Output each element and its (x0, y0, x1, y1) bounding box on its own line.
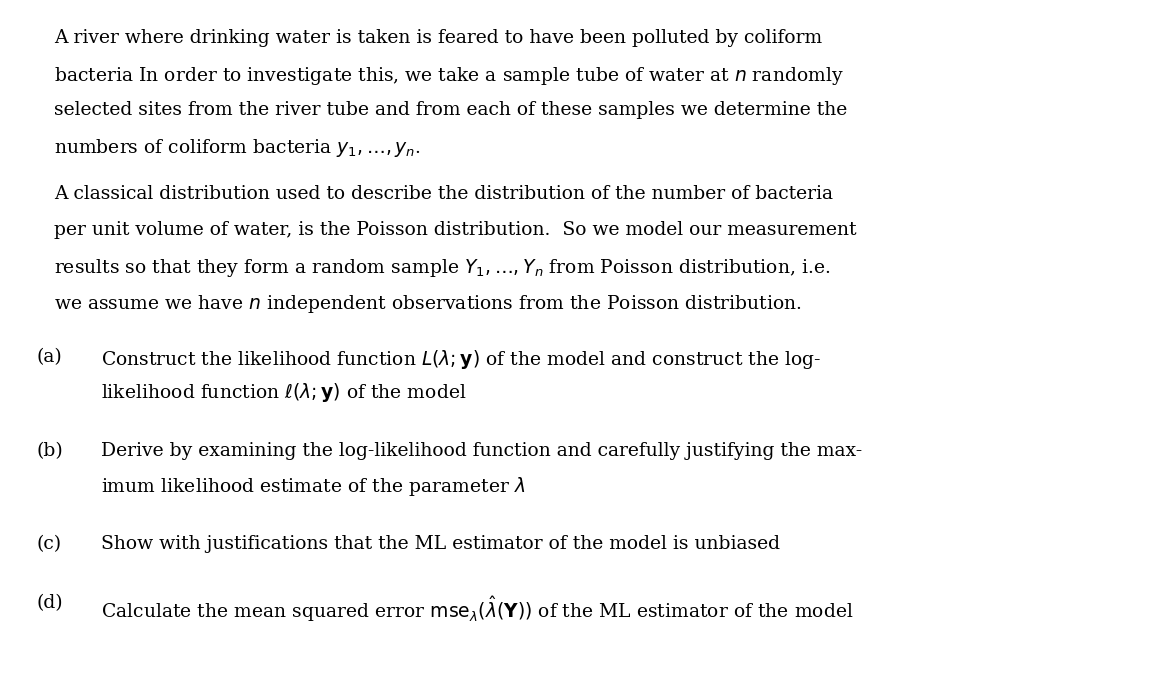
Text: bacteria In order to investigate this, we take a sample tube of water at $n$ ran: bacteria In order to investigate this, w… (54, 65, 844, 87)
Text: Show with justifications that the ML estimator of the model is unbiased: Show with justifications that the ML est… (101, 535, 780, 553)
Text: imum likelihood estimate of the parameter $\lambda$: imum likelihood estimate of the paramete… (101, 475, 526, 498)
Text: Derive by examining the log-likelihood function and carefully justifying the max: Derive by examining the log-likelihood f… (101, 441, 862, 459)
Text: per unit volume of water, is the Poisson distribution.  So we model our measurem: per unit volume of water, is the Poisson… (54, 221, 856, 239)
Text: we assume we have $n$ independent observations from the Poisson distribution.: we assume we have $n$ independent observ… (54, 293, 802, 315)
Text: likelihood function $\ell(\lambda; \mathbf{y})$ of the model: likelihood function $\ell(\lambda; \math… (101, 381, 467, 404)
Text: selected sites from the river tube and from each of these samples we determine t: selected sites from the river tube and f… (54, 101, 848, 119)
Text: A river where drinking water is taken is feared to have been polluted by colifor: A river where drinking water is taken is… (54, 29, 822, 47)
Text: A classical distribution used to describe the distribution of the number of bact: A classical distribution used to describ… (54, 185, 833, 203)
Text: (a): (a) (36, 348, 62, 366)
Text: numbers of coliform bacteria $y_1, \ldots, y_n$.: numbers of coliform bacteria $y_1, \ldot… (54, 137, 421, 159)
Text: results so that they form a random sample $Y_1, \ldots, Y_n$ from Poisson distri: results so that they form a random sampl… (54, 258, 830, 279)
Text: Construct the likelihood function $L(\lambda; \mathbf{y})$ of the model and cons: Construct the likelihood function $L(\la… (101, 348, 821, 371)
Text: (c): (c) (36, 535, 61, 553)
Text: Calculate the mean squared error $\mathrm{mse}_{\lambda}(\hat{\lambda}(\mathbf{Y: Calculate the mean squared error $\mathr… (101, 594, 854, 624)
Text: (b): (b) (36, 441, 64, 459)
Text: (d): (d) (36, 594, 64, 612)
